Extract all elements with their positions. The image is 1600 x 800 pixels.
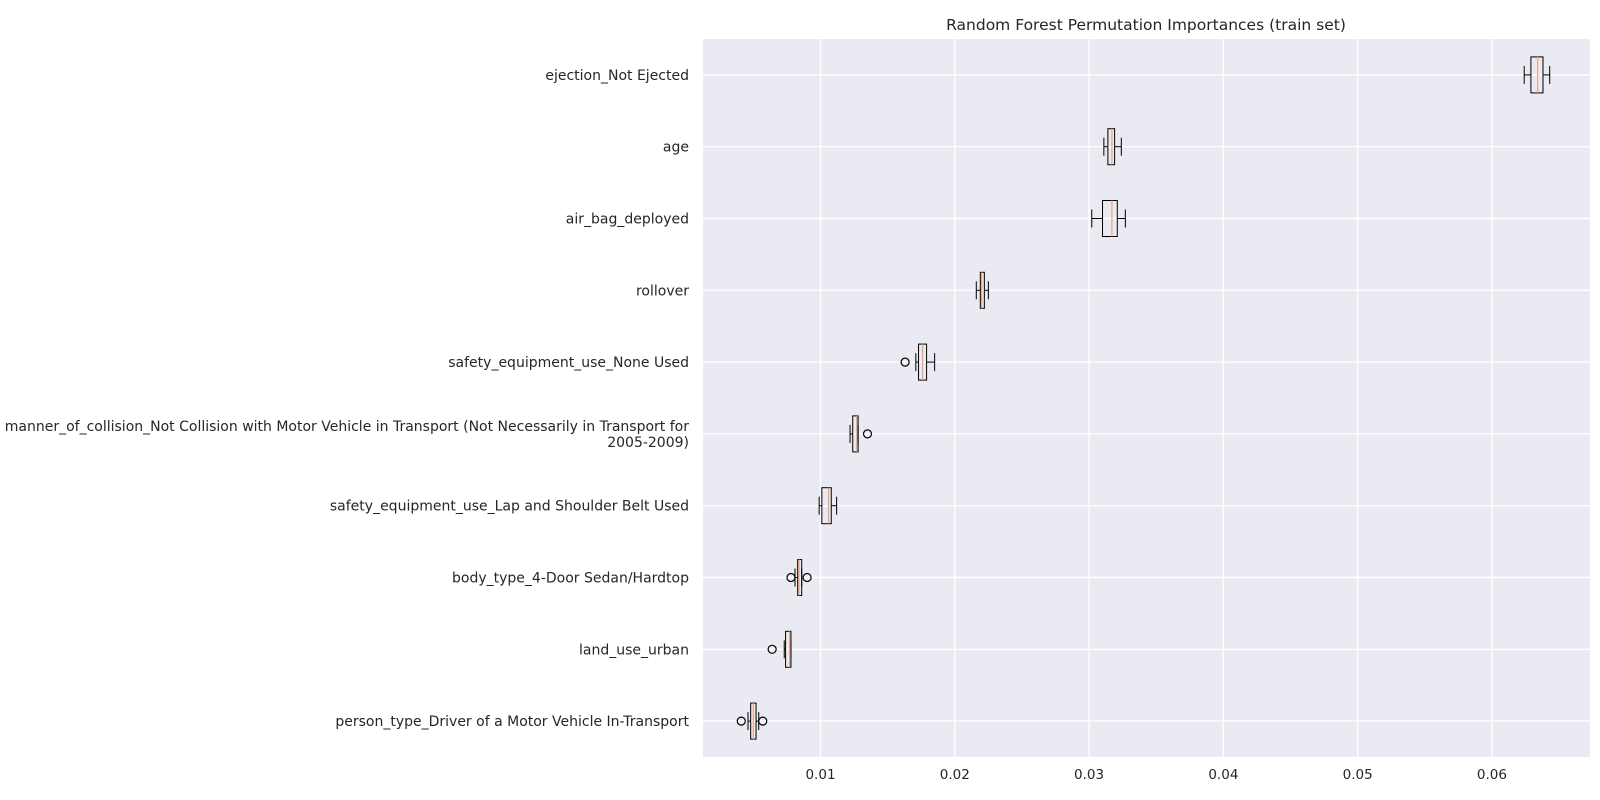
grid [703,39,1590,757]
y-tick-label: manner_of_collision_Not Collision with M… [5,419,689,435]
y-tick-label: body_type_4-Door Sedan/Hardtop [452,571,689,587]
boxplot-7 [786,559,812,596]
x-tick-label: 0.03 [1074,767,1104,783]
y-tick-label: rollover [636,283,689,299]
y-tick-label: age [663,140,689,156]
y-tick-label: ejection_Not Ejected [545,68,689,84]
boxplot-1 [1103,128,1122,166]
chart-title: Random Forest Permutation Importances (t… [946,16,1346,34]
iqr-box [821,487,832,525]
outlier-point [736,716,746,726]
iqr-box [1102,200,1118,237]
iqr-box [785,630,792,668]
y-tick-label: safety_equipment_use_None Used [448,355,689,371]
iqr-box [1530,56,1544,94]
boxplot-4 [900,343,936,381]
boxplot-8 [767,630,792,668]
boxplots [736,56,1551,740]
outlier-point [758,716,768,726]
boxplot-2 [1091,200,1126,237]
iqr-box [852,415,859,453]
boxplot-9 [736,702,768,740]
y-tick-label: land_use_urban [579,642,689,658]
outlier-point [786,572,796,583]
iqr-box [1107,128,1116,166]
y-tick-label: safety_equipment_use_Lap and Shoulder Be… [330,499,689,515]
x-tick-label: 0.05 [1343,767,1373,783]
outlier-point [862,429,873,439]
boxplot-5 [849,415,873,453]
y-tick-label: air_bag_deployed [566,212,689,228]
y-tick-label: person_type_Driver of a Motor Vehicle In… [335,714,689,730]
plot-background [703,39,1590,757]
boxplot-0 [1523,56,1551,94]
x-tick-label: 0.01 [805,767,835,783]
boxplot-3 [975,271,989,309]
iqr-box [797,559,803,596]
x-tick-label: 0.04 [1208,767,1238,783]
outlier-point [802,572,812,583]
boxplot-6 [818,487,838,525]
y-tick-labels: ejection_Not Ejected age air_bag_deployedr… [5,68,690,730]
iqr-box [979,271,985,309]
x-tick-label: 0.06 [1477,767,1507,783]
x-tick-labels: 0.01 0.02 0.03 0.04 0.05 0.06 [805,767,1507,783]
outlier-point [900,357,910,367]
outlier-point [767,644,777,654]
x-tick-label: 0.02 [940,767,970,783]
y-tick-label: 2005-2009) [607,435,689,451]
